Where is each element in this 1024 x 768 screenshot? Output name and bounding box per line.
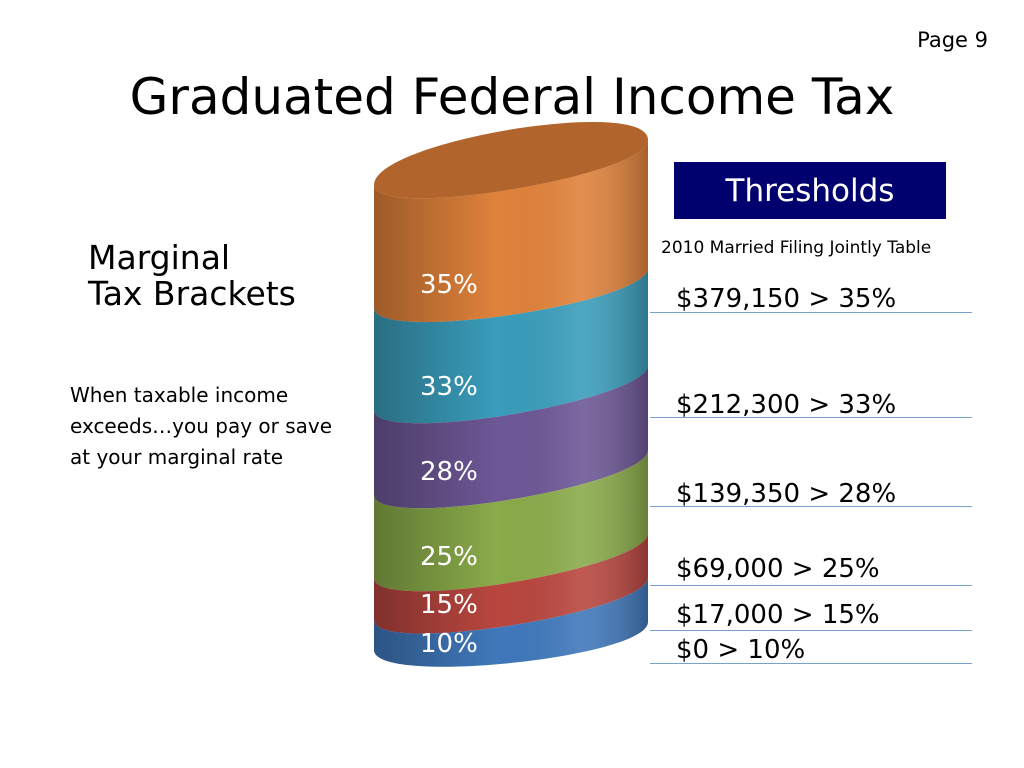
cylinder-band-shading: [374, 365, 648, 509]
cylinder-band-shading: [374, 268, 648, 424]
threshold-row: $0 > 10%: [676, 635, 806, 665]
cylinder-band-label: 35%: [420, 270, 478, 300]
threshold-rule: [650, 506, 972, 507]
cylinder-top-cap: [374, 121, 648, 199]
cylinder-bands: [374, 121, 648, 667]
side-heading-line1: Marginal: [88, 238, 231, 277]
slide-title: Graduated Federal Income Tax: [129, 68, 895, 126]
cylinder-band-label: 15%: [420, 590, 478, 620]
table-caption: 2010 Married Filing Jointly Table: [661, 238, 932, 258]
cylinder-band-shading: [374, 140, 648, 323]
threshold-rule: [650, 663, 972, 664]
cylinder-band-label: 33%: [420, 372, 478, 402]
threshold-rule: [650, 417, 972, 418]
side-note: When taxable income exceeds…you pay or s…: [70, 383, 333, 469]
cylinder-band-shading: [374, 450, 648, 592]
side-heading: Marginal Tax Brackets: [88, 240, 296, 312]
cylinder-band-shading: [374, 577, 648, 667]
threshold-rule: [650, 312, 972, 313]
threshold-row: $379,150 > 35%: [676, 284, 897, 314]
page-number: Page 9: [917, 28, 988, 52]
cylinder-band-labels: 35% 33% 28% 25% 15% 10%: [420, 270, 478, 659]
threshold-row: $69,000 > 25%: [676, 554, 880, 584]
threshold-rule: [650, 585, 972, 586]
cylinder-band-label: 25%: [420, 542, 478, 572]
threshold-row: $212,300 > 33%: [676, 390, 897, 420]
cylinder-top-cap-shading: [374, 121, 648, 199]
threshold-row: $17,000 > 15%: [676, 600, 880, 630]
cylinder-band-label: 28%: [420, 457, 478, 487]
threshold-rule: [650, 630, 972, 631]
threshold-row: $139,350 > 28%: [676, 479, 897, 509]
side-heading-line2: Tax Brackets: [88, 274, 296, 313]
cylinder-band-shading: [374, 533, 648, 634]
cylinder-band-label: 10%: [420, 629, 478, 659]
thresholds-header: Thresholds: [674, 162, 946, 219]
